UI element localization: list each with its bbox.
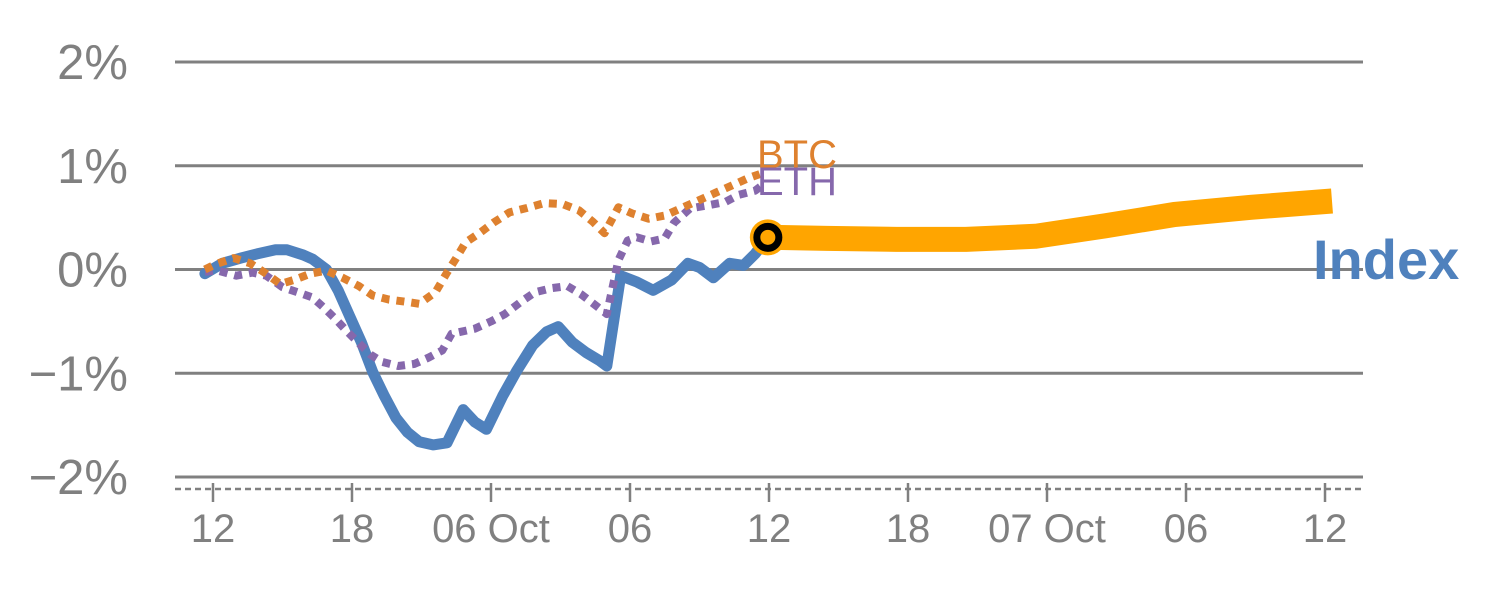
y-tick-label: 0% (57, 244, 128, 298)
y-tick-label: −2% (29, 451, 128, 505)
x-tick-label: 18 (330, 507, 375, 551)
x-tick-label: 12 (747, 507, 792, 551)
x-tick-label: 06 (608, 507, 653, 551)
series-line-btc (203, 170, 762, 308)
x-tick-label: 06 (1164, 507, 1209, 551)
index-series-label: Index (1313, 228, 1460, 291)
y-tick-label: −1% (29, 347, 128, 401)
current-point-marker (753, 222, 783, 252)
series-line-index-projected (767, 188, 1333, 252)
series-line-index (199, 231, 774, 451)
x-tick-label: 06 Oct (432, 507, 550, 551)
y-tick-label: 1% (57, 140, 128, 194)
series-line-eth (204, 182, 765, 370)
x-tick-label: 18 (886, 507, 931, 551)
eth-series-label: ETH (757, 160, 837, 204)
btc-series-label: BTC (757, 133, 837, 177)
x-tick-label: 07 Oct (988, 507, 1106, 551)
x-tick-label: 12 (1303, 507, 1348, 551)
x-tick-label: 12 (191, 507, 236, 551)
y-tick-label: 2% (57, 36, 128, 90)
